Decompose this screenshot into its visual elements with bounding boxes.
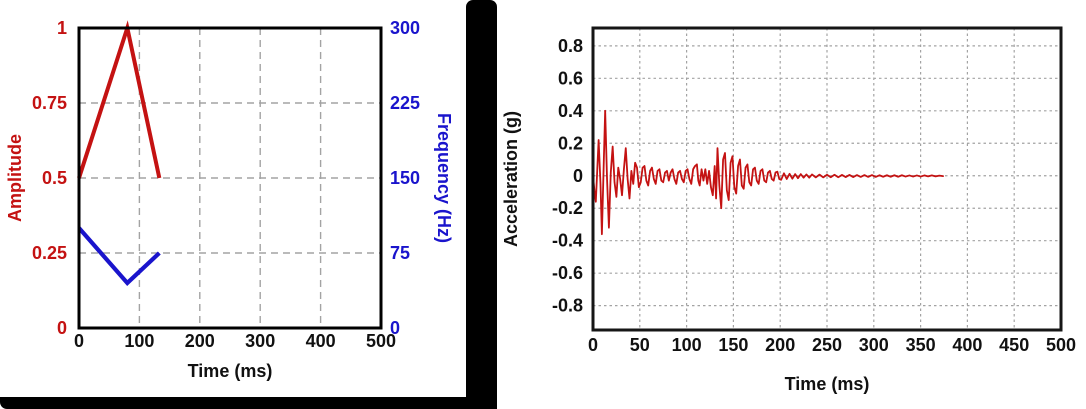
time-tick-label: 300: [859, 335, 889, 355]
acceleration-line: [592, 109, 944, 236]
time-tick-label: 100: [672, 335, 702, 355]
acceleration-panel: 0.8 0.6 0.4 0.2 0 -0.2 -0.4 -0.6 -0.8 0 50 100 150 20…: [497, 0, 1086, 409]
time-tick-label: 200: [765, 335, 795, 355]
acceleration-tick-label: 0.4: [558, 101, 583, 121]
frequency-line: [77, 226, 161, 287]
amplitude-axis-title: Amplitude: [5, 134, 25, 222]
frequency-tick-label: 75: [390, 243, 410, 263]
left-chart-plot-area: 0 0.25 0.5 0.75 1 0 75 150 225 300 0 100 200 300 400 50…: [32, 18, 420, 351]
plot-border: [77, 26, 383, 330]
acceleration-tick-label: -0.2: [552, 198, 583, 218]
frequency-axis-title: Frequency (Hz): [434, 113, 454, 243]
frequency-tick-label: 225: [390, 93, 420, 113]
time-tick-label: 400: [306, 331, 336, 351]
time-tick-label: 400: [952, 335, 982, 355]
acceleration-tick-label: 0.8: [558, 36, 583, 56]
amplitude-frequency-panel: 0 0.25 0.5 0.75 1 0 75 150 225 300 0 100 200 300 400 50…: [0, 0, 466, 397]
time-tick-label: 0: [74, 331, 84, 351]
frequency-tick-label: 0: [390, 318, 400, 338]
frequency-tick-label: 300: [390, 18, 420, 38]
acceleration-tick-label: -0.6: [552, 263, 583, 283]
time-tick-label: 100: [124, 331, 154, 351]
amplitude-tick-label: 1: [57, 18, 67, 38]
right-chart-plot-area: 0.80.60.40.20-0.2-0.4-0.6-0.80 50 100 150 20…: [552, 26, 1076, 355]
time-axis-title-left: Time (ms): [188, 361, 273, 381]
time-tick-label: 500: [1046, 335, 1076, 355]
time-tick-label: 200: [185, 331, 215, 351]
acceleration-tick-label: -0.4: [552, 231, 583, 251]
acceleration-tick-label: 0.6: [558, 68, 583, 88]
acceleration-axis-title: Acceleration (g): [501, 111, 521, 247]
frequency-tick-label: 150: [390, 168, 420, 188]
amplitude-tick-label: 0: [57, 318, 67, 338]
acceleration-tick-label: 0.2: [558, 133, 583, 153]
time-tick-label: 0: [588, 335, 598, 355]
time-tick-label: 150: [718, 335, 748, 355]
amplitude-tick-label: 0.25: [32, 243, 67, 263]
time-tick-label: 300: [245, 331, 275, 351]
time-tick-label: 450: [999, 335, 1029, 355]
black-divider-bottom-bar: [0, 397, 497, 409]
time-tick-label: 50: [630, 335, 650, 355]
amplitude-tick-label: 0.75: [32, 93, 67, 113]
black-divider-vertical-bar: [466, 0, 497, 409]
amplitude-frequency-chart: 0 0.25 0.5 0.75 1 0 75 150 225 300 0 100 200 300 400 50…: [5, 18, 454, 381]
acceleration-tick-label: 0: [573, 166, 583, 186]
time-tick-label: 350: [906, 335, 936, 355]
time-tick-label: 500: [366, 331, 396, 351]
acceleration-tick-label: -0.8: [552, 296, 583, 316]
acceleration-chart: 0.80.60.40.20-0.2-0.4-0.6-0.80 50 100 150 20…: [501, 26, 1076, 394]
time-tick-label: 250: [812, 335, 842, 355]
plot-border: [591, 26, 1063, 332]
amplitude-tick-label: 0.5: [42, 168, 67, 188]
time-axis-title-right: Time (ms): [785, 374, 870, 394]
